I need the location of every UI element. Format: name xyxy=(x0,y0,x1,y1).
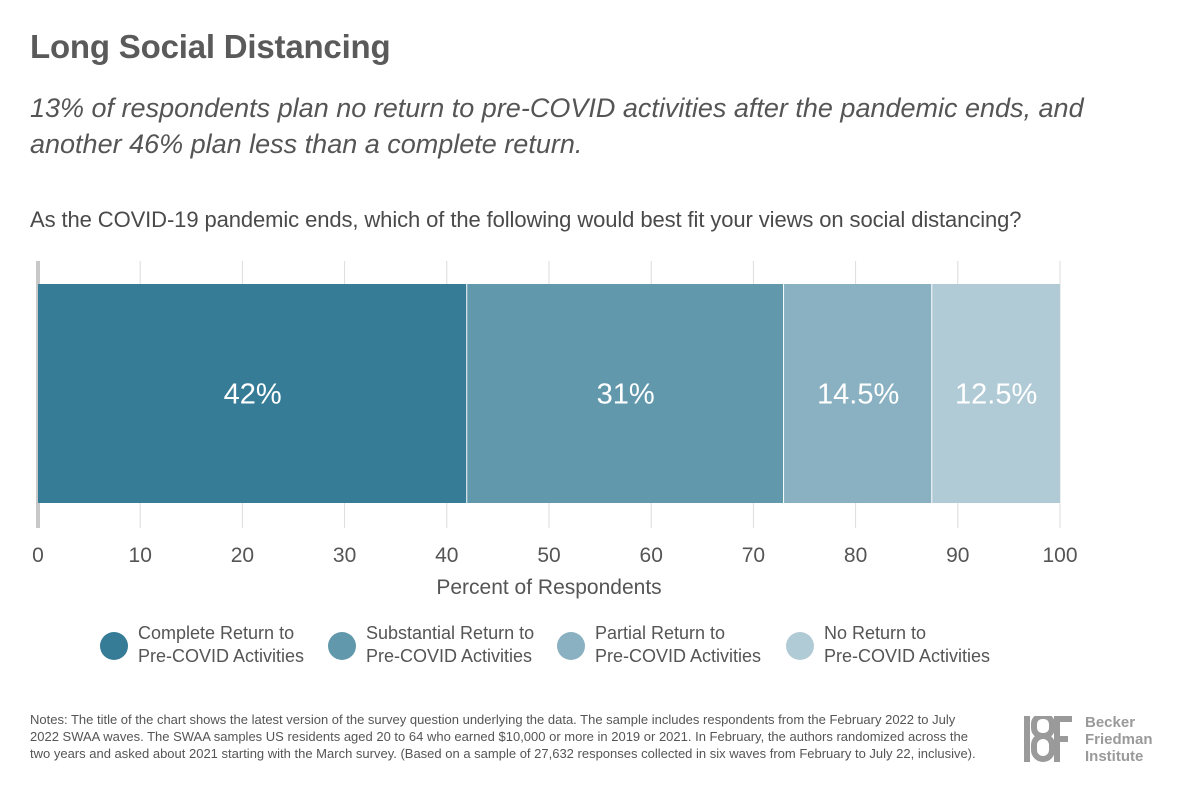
legend-label: Substantial Return to Pre-COVID Activitie… xyxy=(366,622,566,668)
legend-label-line-2: Pre-COVID Activities xyxy=(138,646,305,666)
legend-label-line-2: Pre-COVID Activities xyxy=(595,646,762,666)
chart-title: Long Social Distancing xyxy=(30,28,391,65)
legend-swatch xyxy=(557,632,585,660)
x-tick-label: 0 xyxy=(32,544,44,567)
x-tick-label: 90 xyxy=(946,544,969,567)
x-tick-label: 80 xyxy=(844,544,867,567)
legend-label-line-1: Substantial Return to xyxy=(366,623,535,643)
legend-label-line-1: No Return to xyxy=(824,623,927,643)
x-tick-label: 50 xyxy=(537,544,560,567)
x-axis-title: Percent of Respondents xyxy=(436,576,661,599)
logo-line-2: Friedman xyxy=(1085,731,1153,748)
bar-value-label: 31% xyxy=(597,379,655,411)
x-tick-label: 60 xyxy=(640,544,663,567)
logo-wordmark: Becker Friedman Institute xyxy=(1085,714,1175,765)
bar-value-label: 42% xyxy=(224,379,282,411)
bar-segment-3 xyxy=(784,284,932,503)
bar-segment-4 xyxy=(932,284,1060,503)
legend-label: No Return to Pre-COVID Activities xyxy=(824,622,1024,668)
legend-label: Partial Return to Pre-COVID Activities xyxy=(595,622,795,668)
chart-legend: Complete Return to Pre-COVID Activities Su… xyxy=(100,622,1100,672)
bar-segment-2 xyxy=(467,284,784,503)
legend-label-line-2: Pre-COVID Activities xyxy=(366,646,533,666)
chart-notes: Notes: The title of the chart shows the … xyxy=(30,712,976,761)
logo-line-1: Becker xyxy=(1085,714,1136,731)
bar-value-label: 12.5% xyxy=(955,379,1037,411)
survey-question: As the COVID-19 pandemic ends, which of … xyxy=(30,207,1022,232)
stacked-bar-chart: 42% 31% 14.5% 12.5% 0 10 20 30 40 50 60 70 80 90 100 … xyxy=(32,261,1078,599)
x-tick-label: 20 xyxy=(231,544,254,567)
chart-subtitle: 13% of respondents plan no return to pre… xyxy=(30,93,1084,159)
x-tick-label: 70 xyxy=(742,544,765,567)
bf-logo-icon xyxy=(1024,716,1072,762)
legend-swatch xyxy=(786,632,814,660)
legend-label-line-1: Complete Return to xyxy=(138,623,295,643)
x-tick-label: 40 xyxy=(435,544,458,567)
legend-label: Complete Return to Pre-COVID Activities xyxy=(138,622,338,668)
becker-friedman-logo: Becker Friedman Institute xyxy=(1024,714,1174,766)
bar-value-label: 14.5% xyxy=(817,379,899,411)
bar-segment-1 xyxy=(38,284,467,503)
legend-swatch xyxy=(100,632,128,660)
legend-label-line-1: Partial Return to xyxy=(595,623,726,643)
legend-label-line-2: Pre-COVID Activities xyxy=(824,646,991,666)
x-tick-label: 30 xyxy=(333,544,356,567)
logo-line-3: Institute xyxy=(1085,748,1144,765)
legend-swatch xyxy=(328,632,356,660)
x-tick-label: 100 xyxy=(1042,544,1077,567)
x-tick-label: 10 xyxy=(129,544,152,567)
